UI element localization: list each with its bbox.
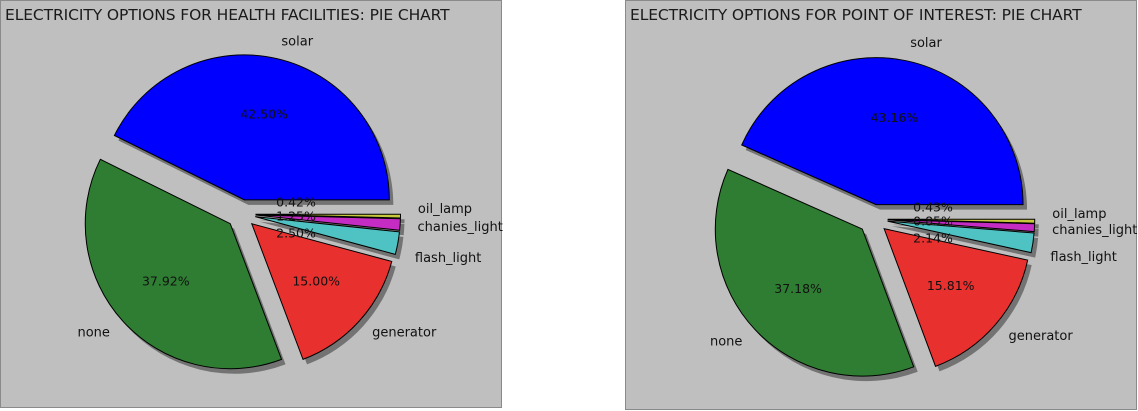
pie-slice-shadow — [259, 221, 404, 260]
pie-labels: solar 42.50% none 37.92% generator 15.00% flas… — [77, 34, 502, 340]
pie-slice-solar — [741, 57, 1024, 206]
pie-slice-oil-lamp — [887, 218, 1036, 224]
pie-chart-svg: solar 43.16% none 37.18% generator 15.81% flas… — [710, 36, 1137, 382]
chart-title: ELECTRICITY OPTIONS FOR HEALTH FACILITIE… — [5, 6, 450, 24]
pie-slice-oil-lamp — [255, 213, 402, 219]
pie-category-label: flash_light — [1050, 250, 1116, 265]
pie-value-label: 37.92% — [142, 274, 190, 289]
pie-category-label: oil_lamp — [1052, 207, 1106, 222]
pie-slice-shadow — [891, 226, 1039, 258]
pie-slice-flash-light — [255, 216, 400, 255]
pie-value-label: 15.00% — [292, 274, 340, 289]
pie-slice-generator — [250, 223, 393, 361]
pie-wedges — [714, 57, 1036, 377]
pie-value-label: 0.42% — [276, 195, 316, 210]
pie-wedges — [84, 54, 402, 370]
pie-value-label: 2.50% — [276, 226, 316, 241]
pie-category-label: generator — [372, 325, 437, 340]
pie-value-label: 1.25% — [276, 209, 316, 224]
pie-value-label: 42.50% — [240, 107, 288, 122]
pie-category-label: solar — [910, 36, 942, 51]
pie-chart-health-facilities: ELECTRICITY OPTIONS FOR HEALTH FACILITIE… — [0, 0, 503, 408]
pie-value-label: 2.14% — [913, 231, 953, 246]
pie-slice-chanies-light — [887, 219, 1036, 233]
pie-category-label: none — [77, 325, 109, 340]
pie-slice-none — [84, 158, 283, 370]
pie-value-label: 15.81% — [927, 278, 975, 293]
pie-value-label: 0.43% — [913, 200, 953, 215]
pie-value-label: 37.18% — [774, 281, 822, 296]
pie-category-label: none — [710, 334, 742, 349]
pie-slice-flash-light — [887, 220, 1035, 254]
pie-category-label: oil_lamp — [418, 202, 472, 217]
pie-chart-svg: solar 42.50% none 37.92% generator 15.00% flas… — [77, 34, 503, 374]
pie-category-label: flash_light — [415, 251, 481, 266]
pie-category-label: chanies_light — [1052, 223, 1137, 238]
pie-slice-chanies-light — [255, 214, 401, 231]
pie-slice-none — [714, 168, 915, 377]
pie-slice-solar — [113, 54, 390, 201]
pie-chart-point-of-interest: ELECTRICITY OPTIONS FOR POINT OF INTERES… — [625, 0, 1137, 410]
pie-category-label: solar — [281, 34, 313, 49]
pie-category-label: chanies_light — [418, 220, 503, 235]
pie-slice-generator — [883, 227, 1029, 367]
pie-value-label: 43.16% — [871, 110, 919, 125]
pie-category-label: generator — [1009, 329, 1074, 344]
pie-value-label: 0.85% — [913, 214, 953, 229]
pie-labels: solar 43.16% none 37.18% generator 15.81% flas… — [710, 36, 1137, 349]
chart-title: ELECTRICITY OPTIONS FOR POINT OF INTERES… — [630, 6, 1082, 24]
